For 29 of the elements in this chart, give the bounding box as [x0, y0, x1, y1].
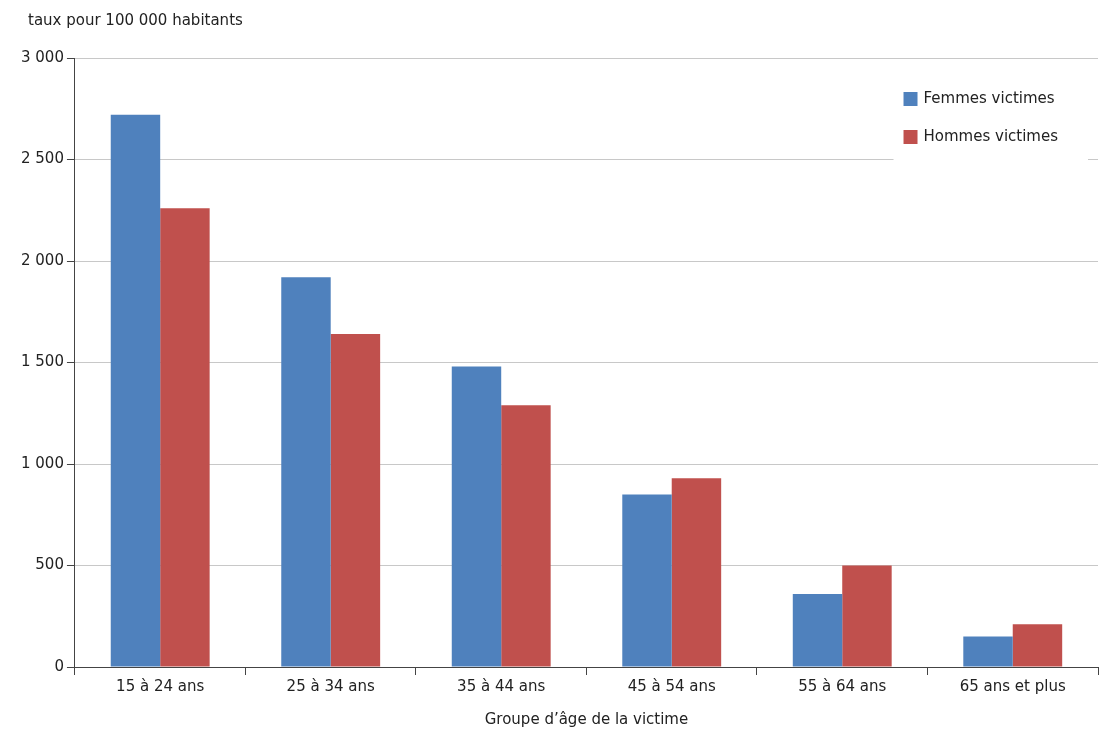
y-tick-label: 0 — [54, 656, 64, 675]
y-tick-label: 1 000 — [20, 453, 64, 472]
bar — [451, 366, 502, 667]
bar — [160, 208, 210, 667]
y-tick-label: 3 000 — [20, 47, 64, 66]
bar — [330, 334, 381, 667]
bar — [792, 593, 843, 667]
x-tick-label: 15 à 24 ans — [116, 676, 205, 695]
bar — [842, 565, 892, 667]
bar — [281, 277, 331, 667]
x-tick-label: 35 à 44 ans — [457, 676, 546, 695]
x-axis-title: Groupe d’âge de la victime — [484, 709, 689, 728]
bar — [671, 478, 722, 667]
bar — [1012, 624, 1063, 667]
x-tick-label: 65 ans et plus — [959, 676, 1066, 695]
y-tick-label: 2 000 — [20, 250, 64, 269]
bar — [501, 405, 551, 667]
y-axis-title: taux pour 100 000 habitants — [28, 11, 244, 30]
x-tick-label: 55 à 64 ans — [798, 676, 887, 695]
y-tick-label: 1 500 — [20, 352, 64, 371]
x-tick-label: 45 à 54 ans — [627, 676, 716, 695]
legend-label: Hommes victimes — [923, 126, 1059, 145]
x-tick-label: 25 à 34 ans — [286, 676, 375, 695]
bar — [963, 636, 1013, 667]
bar — [622, 494, 672, 667]
bar — [110, 114, 161, 667]
legend-label: Femmes victimes — [923, 88, 1055, 107]
y-tick-label: 500 — [35, 555, 64, 574]
y-tick-label: 2 500 — [20, 149, 64, 168]
